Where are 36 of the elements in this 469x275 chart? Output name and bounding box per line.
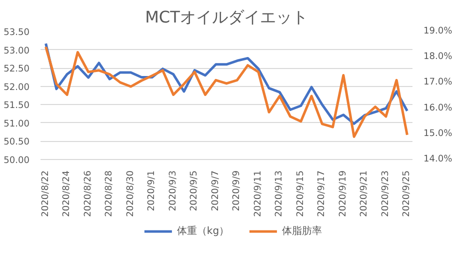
x-tick-label: 2020/9/3 (168, 170, 178, 212)
y2-tick-label: 18.0% (424, 52, 453, 62)
x-tick-label: 2020/9/13 (274, 170, 285, 217)
x-tick-label: 2020/9/1 (147, 170, 158, 212)
x-tick-label: 2020/9/21 (360, 170, 370, 217)
x-tick-label: 2020/8/22 (40, 170, 51, 217)
x-tick-label: 2020/9/11 (253, 170, 264, 217)
y-tick-label: 50.00 (4, 156, 30, 166)
chart-title: MCTオイルダイエット (145, 8, 308, 26)
line-series (44, 46, 408, 138)
x-tick-label: 2020/8/28 (104, 170, 115, 217)
x-tick-label: 2020/8/30 (126, 170, 136, 217)
y2-tick-label: 15.0% (424, 128, 453, 139)
y-tick-label: 52.00 (4, 82, 30, 93)
x-tick-label: 2020/9/9 (232, 170, 242, 212)
y2-tick-label: 17.0% (424, 78, 453, 88)
y-tick-label: 51.50 (4, 101, 30, 112)
y2-tick-label: 14.0% (424, 154, 453, 164)
y-tick-label: 51.00 (4, 119, 30, 130)
y-tick-label: 52.50 (4, 64, 30, 75)
x-tick-label: 2020/9/19 (338, 170, 348, 217)
y2-tick-label: 19.0% (424, 26, 453, 36)
x-tick-label: 2020/9/5 (190, 170, 200, 212)
y-tick-label: 53.00 (4, 46, 30, 56)
x-tick-label: 2020/8/26 (83, 170, 94, 217)
x-tick-label: 2020/9/25 (402, 170, 412, 217)
legend-label: 体脂肪率 (282, 224, 322, 238)
x-tick-label: 2020/9/17 (317, 170, 328, 217)
x-tick-label: 2020/9/15 (296, 170, 306, 217)
y-tick-label: 53.50 (4, 28, 30, 38)
y-tick-label: 50.50 (4, 138, 30, 148)
x-tick-label: 2020/9/23 (380, 170, 391, 217)
y2-tick-label: 16.0% (424, 103, 453, 114)
x-tick-label: 2020/8/24 (62, 170, 72, 217)
x-tick-label: 2020/9/7 (210, 170, 221, 212)
legend-label: 体重（kg） (176, 224, 230, 238)
